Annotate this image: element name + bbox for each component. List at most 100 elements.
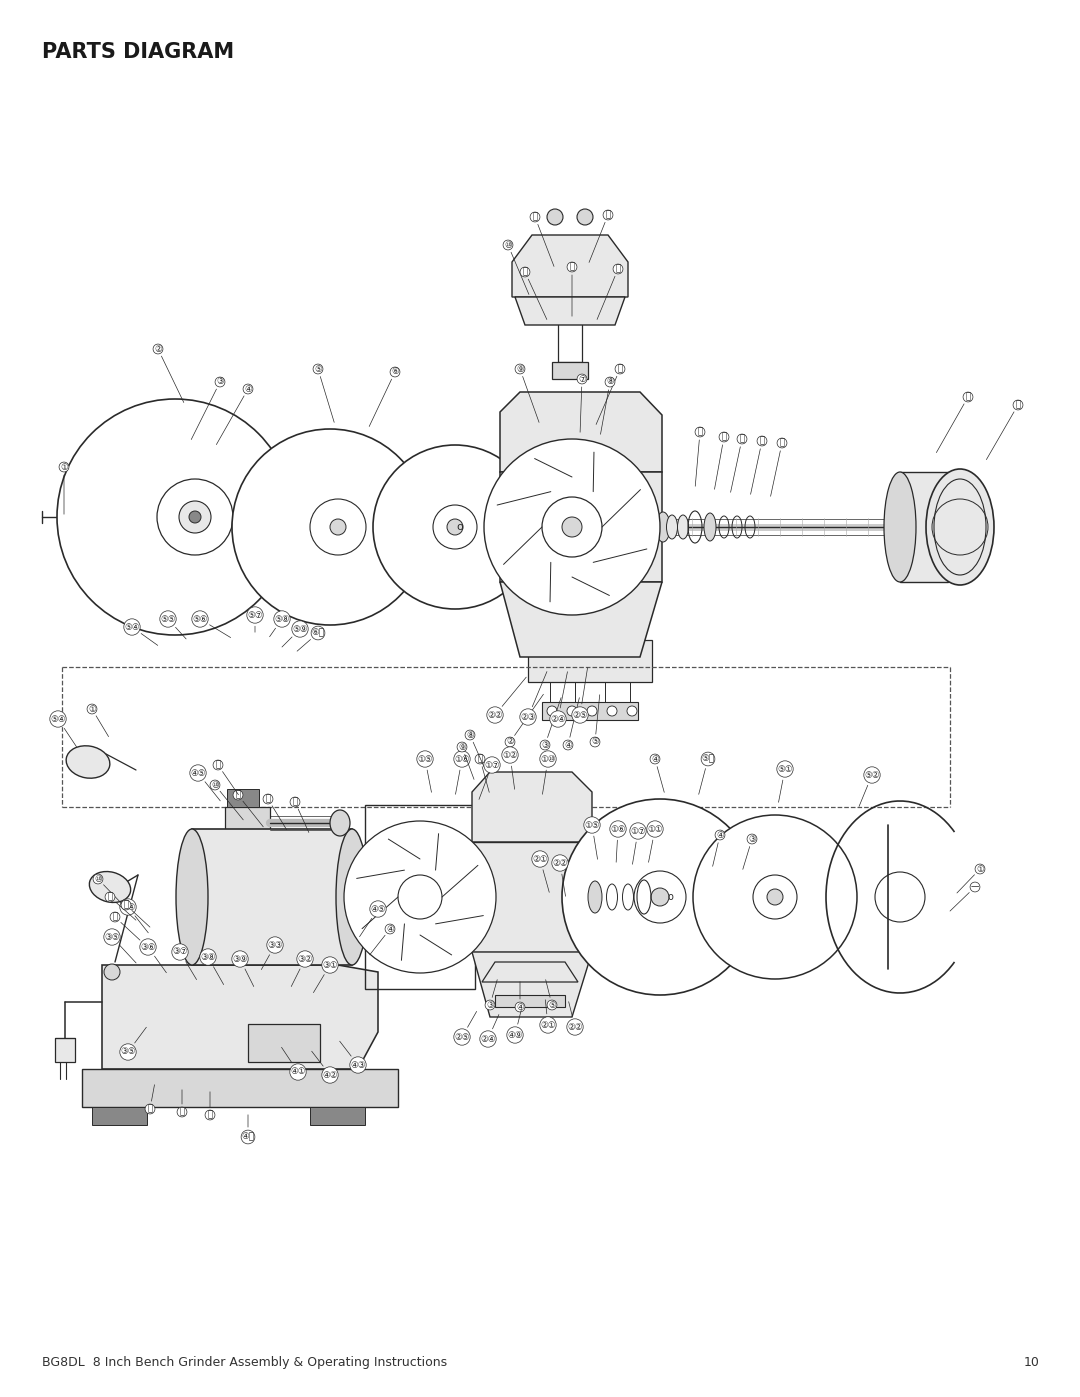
Circle shape: [567, 705, 577, 717]
Ellipse shape: [588, 882, 602, 914]
Bar: [900, 472, 948, 583]
Text: ①⑤: ①⑤: [584, 820, 599, 859]
Text: ⑨: ⑨: [516, 365, 539, 422]
Text: ②⑤: ②⑤: [455, 1011, 476, 1042]
Text: ⑫: ⑫: [266, 795, 286, 830]
Text: ㉘: ㉘: [936, 393, 971, 453]
Text: ④: ④: [369, 925, 394, 954]
Text: ⑤⑤: ⑤⑤: [160, 615, 186, 638]
Text: ④⑤: ④⑤: [190, 768, 220, 800]
Circle shape: [330, 520, 346, 535]
Text: ⑰: ⑰: [696, 427, 703, 486]
Text: ⑮: ⑮: [569, 263, 575, 316]
Text: ⑯: ⑯: [148, 1084, 154, 1113]
Circle shape: [562, 517, 582, 536]
Text: ⑬: ⑬: [112, 912, 140, 940]
Polygon shape: [512, 235, 627, 298]
Polygon shape: [482, 963, 578, 982]
Text: ㉙: ㉙: [986, 401, 1021, 460]
Text: ④: ④: [564, 697, 579, 750]
Ellipse shape: [66, 746, 110, 778]
Ellipse shape: [885, 472, 916, 583]
Text: ③⑦: ③⑦: [172, 947, 197, 979]
Text: ⑩: ⑩: [211, 781, 243, 820]
Text: ②①: ②①: [540, 1000, 556, 1030]
Text: ②②: ②②: [487, 678, 526, 719]
Text: ①: ①: [60, 462, 68, 514]
Ellipse shape: [90, 872, 131, 902]
Polygon shape: [495, 995, 565, 1007]
Text: ①⑩: ①⑩: [540, 754, 556, 795]
Text: ⑪: ⑪: [107, 893, 136, 921]
Text: ⑤②: ⑤②: [859, 771, 880, 806]
Circle shape: [546, 210, 563, 225]
Text: ⑪: ⑪: [532, 212, 554, 267]
Text: ③: ③: [743, 834, 756, 869]
Polygon shape: [500, 583, 662, 657]
Text: ④: ④: [713, 830, 724, 866]
Bar: [542, 703, 638, 719]
Text: ⑬: ⑬: [293, 798, 309, 833]
Text: PARTS DIAGRAM: PARTS DIAGRAM: [42, 42, 234, 61]
Text: ⑱: ⑱: [715, 433, 727, 489]
Text: ⑩: ⑩: [504, 240, 529, 295]
Circle shape: [627, 705, 637, 717]
Text: —: —: [950, 883, 980, 911]
Text: ②②: ②②: [567, 1002, 583, 1031]
Text: ③⑤: ③⑤: [105, 933, 136, 963]
Text: ②: ②: [154, 345, 184, 402]
Text: ③③: ③③: [261, 940, 283, 970]
Text: ⑪: ⑪: [477, 754, 489, 792]
Polygon shape: [192, 828, 352, 965]
Polygon shape: [472, 773, 592, 842]
Text: ⑤①: ⑤①: [778, 764, 793, 802]
Text: ①⑦: ①⑦: [480, 760, 500, 799]
Text: ①⑥: ①⑥: [610, 824, 625, 862]
Text: ⑤④: ⑤④: [124, 623, 158, 645]
Text: ③⑧: ③⑧: [200, 953, 224, 985]
Circle shape: [373, 446, 537, 609]
Bar: [225, 807, 270, 840]
Text: ⑤⑨: ⑤⑨: [282, 624, 308, 647]
Text: ⑱: ⑱: [207, 1092, 213, 1119]
Bar: [227, 789, 259, 807]
Text: ㉑: ㉑: [771, 439, 784, 496]
Text: ⑤④: ⑤④: [51, 714, 77, 746]
Circle shape: [447, 520, 463, 535]
Ellipse shape: [336, 828, 368, 965]
Text: ①⑥: ①⑥: [455, 754, 470, 795]
Text: ③④: ③④: [120, 902, 148, 933]
Ellipse shape: [666, 515, 677, 539]
Text: ④①: ④①: [282, 1048, 306, 1077]
Polygon shape: [552, 362, 588, 379]
Text: ①⑦: ①⑦: [631, 827, 646, 865]
Text: ①①: ①①: [647, 824, 663, 862]
Circle shape: [189, 511, 201, 522]
Text: ⑨: ⑨: [458, 742, 474, 780]
Circle shape: [607, 705, 617, 717]
Text: ③⑤: ③⑤: [120, 1027, 147, 1056]
Text: ②④: ②④: [481, 1014, 499, 1044]
Circle shape: [577, 210, 593, 225]
Text: ⑫: ⑫: [589, 211, 610, 263]
Circle shape: [104, 964, 120, 981]
Text: ⑩: ⑩: [94, 875, 123, 905]
Text: o: o: [667, 893, 673, 902]
Circle shape: [693, 814, 858, 979]
Text: ③②: ③②: [292, 954, 313, 986]
Text: ⑤⓪: ⑤⓪: [699, 754, 715, 795]
Text: ⑥: ⑥: [369, 367, 399, 426]
Text: ③: ③: [191, 377, 224, 440]
Text: ⑥⓪: ⑥⓪: [297, 629, 324, 651]
Text: ②②: ②②: [552, 859, 568, 897]
Text: ⑳: ⑳: [751, 436, 765, 495]
Polygon shape: [500, 393, 662, 472]
Text: ④③: ④③: [340, 1041, 366, 1070]
Circle shape: [484, 439, 660, 615]
Text: ④⑤: ④⑤: [360, 904, 386, 937]
Text: ⑤: ⑤: [591, 694, 599, 746]
Text: ⑤: ⑤: [314, 365, 334, 422]
Text: ⑤⑥: ⑤⑥: [192, 615, 231, 637]
Text: ④⓪: ④⓪: [242, 1115, 255, 1141]
Text: ⑮: ⑮: [596, 365, 622, 425]
